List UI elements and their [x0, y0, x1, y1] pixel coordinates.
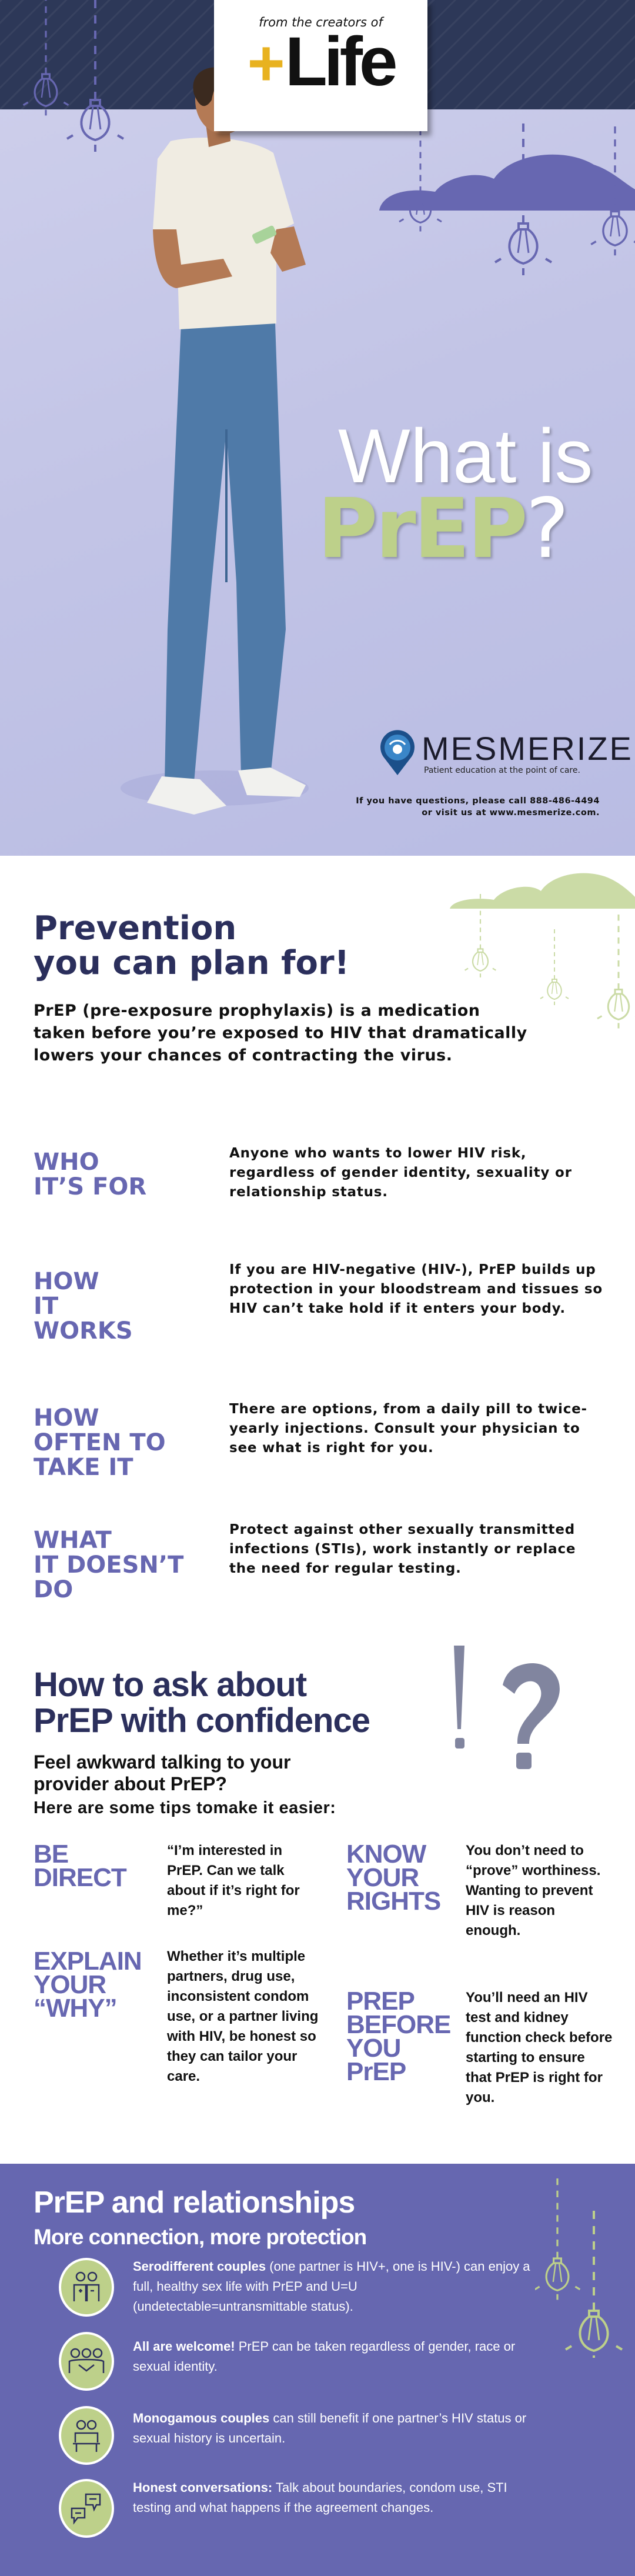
prevention-heading: Prevention you can plan for!	[34, 909, 350, 982]
prep-definition: PrEP (pre-exposure prophylaxis) is a med…	[34, 1002, 527, 1065]
logo-brand: Life	[285, 23, 398, 101]
label-how-it-works: HOW IT WORKS	[34, 1268, 133, 1344]
item-text: Monogamous couples can still benefit if …	[133, 2411, 527, 2445]
tip-text-know-your-rights: You don’t need to “prove” worthiness. Wa…	[466, 1843, 601, 1938]
tip-label-know-your-rights: KNOW YOUR RIGHTS	[346, 1840, 441, 1916]
green-cloud-bulbs-decoration	[450, 873, 635, 1029]
mesmerize-logo: MESMERIZE Patient education at the point…	[379, 729, 631, 779]
tip-label-be-direct: BE DIRECT	[34, 1840, 127, 1892]
subheading-line: provider about PrEP?	[34, 1773, 227, 1794]
plus-icon: +	[247, 27, 285, 99]
heading-line: PrEP with confidence	[34, 1701, 370, 1740]
contact-visit-text: or visit us at	[422, 808, 490, 817]
hero-section: from the creators of +Life What is PrEP?…	[0, 0, 635, 856]
heading-line: How to ask about	[34, 1666, 307, 1704]
text-how-often: There are options, from a daily pill to …	[229, 1402, 587, 1456]
item-text: Serodifferent couples (one partner is HI…	[133, 2259, 530, 2314]
man-with-phone-photo	[121, 66, 309, 815]
relationships-heading: PrEP and relationships	[34, 2185, 355, 2220]
lightbulb-icon	[540, 929, 569, 1006]
tip-text-prep-before-you-prep: You’ll need an HIV test and kidney funct…	[466, 1990, 613, 2105]
website-link[interactable]: www.mesmerize.com	[489, 808, 596, 817]
cloud-icon	[379, 154, 635, 211]
mesmerize-tagline: Patient education at the point of care.	[424, 766, 580, 775]
label-who-its-for: WHO IT’S FOR	[34, 1149, 147, 1200]
text-what-it-doesnt-do: Protect against other sexually transmitt…	[229, 1522, 576, 1576]
chat-bubbles-icon	[59, 2479, 114, 2538]
subheading-line: Feel awkward talking to your	[34, 1751, 291, 1773]
item-text: All are welcome! PrEP can be taken regar…	[133, 2339, 516, 2374]
mesmerize-name: MESMERIZE	[422, 730, 633, 767]
text-who-its-for: Anyone who wants to lower HIV risk, rega…	[229, 1146, 572, 1200]
list-item: Monogamous couples can still benefit if …	[59, 2406, 588, 2465]
label-what-it-doesnt-do: WHAT IT DOESN’T DO	[34, 1527, 184, 1603]
label-how-often: HOW OFTEN TO TAKE IT	[34, 1404, 166, 1481]
period: .	[596, 808, 600, 817]
confidence-subheading: Feel awkward talking to your provider ab…	[34, 1751, 290, 1795]
heading-line: you can plan for!	[34, 943, 350, 982]
contact-info: If you have questions, please call 888-4…	[356, 795, 600, 819]
title-question-mark: ?	[525, 481, 569, 577]
plus-life-logo: from the creators of +Life	[214, 0, 427, 131]
tip-text-be-direct: “I’m interested in PrEP. Can we talk abo…	[167, 1843, 300, 1918]
lightbulb-icon	[22, 0, 70, 116]
list-item: All are welcome! PrEP can be taken regar…	[59, 2332, 588, 2391]
tip-label-explain-why: EXPLAIN YOUR “WHY”	[34, 1947, 142, 2023]
lightbulb-icon	[398, 116, 443, 232]
relationships-section: PrEP and relationships More connection, …	[0, 2164, 635, 2576]
phone-link[interactable]: 888-486-4494	[530, 796, 600, 806]
list-item: Serodifferent couples (one partner is HI…	[59, 2258, 588, 2317]
couple-on-bench-icon	[59, 2406, 114, 2465]
title-prep-word: PrEP	[317, 481, 528, 577]
title-prep: PrEP?	[317, 488, 569, 570]
relationships-subheading: More connection, more protection	[34, 2225, 367, 2249]
confidence-heading: How to ask about PrEP with confidence	[34, 1667, 370, 1739]
group-icon	[59, 2332, 114, 2391]
lightbulb-icon	[596, 913, 635, 1029]
tips-intro: Here are some tips tomake it easier:	[34, 1798, 336, 1817]
serodifferent-couple-icon	[59, 2258, 114, 2317]
title-what-is: What is	[338, 413, 593, 499]
text-how-it-works: If you are HIV-negative (HIV-), PrEP bui…	[229, 1262, 603, 1316]
location-pin-icon	[380, 730, 415, 775]
item-text: Honest conversations: Talk about boundar…	[133, 2480, 507, 2515]
tip-text-explain-why: Whether it’s multiple partners, drug use…	[167, 1948, 319, 2084]
hanging-bulbs-decoration	[22, 0, 635, 276]
heading-line: Prevention	[34, 909, 237, 947]
contact-call-text: If you have questions, please call	[356, 796, 530, 806]
logo-from-text: from the creators of	[259, 15, 383, 29]
exclamation-question-icon	[454, 1646, 560, 1769]
tip-label-prep-before-you-prep: PREP BEFORE YOU PrEP	[346, 1987, 451, 2086]
list-item: Honest conversations: Talk about boundar…	[59, 2479, 588, 2538]
